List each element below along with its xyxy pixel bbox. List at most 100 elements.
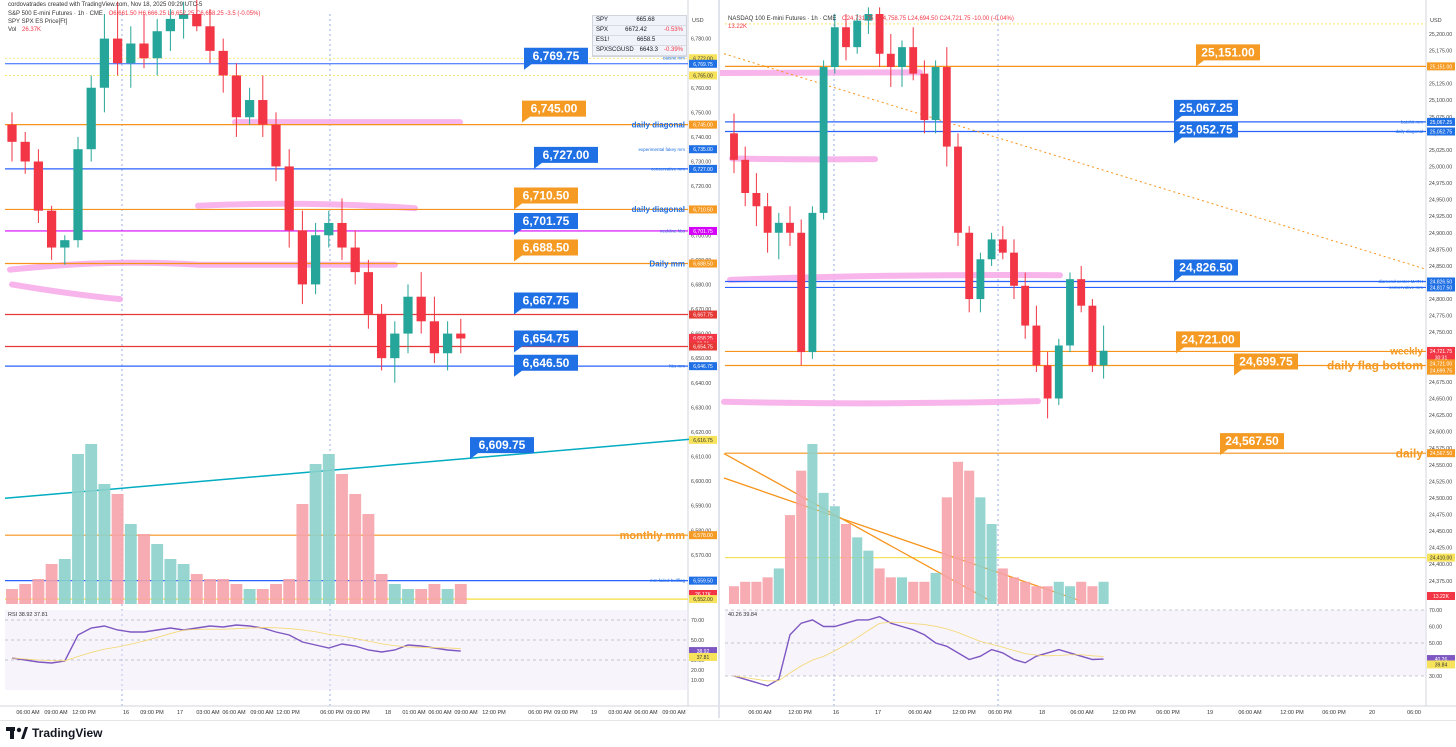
es-symbol[interactable]: S&P 500 E-mini Futures · 1h · CME [8,11,103,17]
price-callout-box [1220,433,1284,456]
nq-symbol[interactable]: NASDAQ 100 E-mini Futures · 1h · CME [728,16,837,22]
y-tick-label: 30.00 [1429,674,1442,680]
price-callout[interactable]: 6,609.75 [470,437,534,460]
candle-body [99,38,110,88]
axis-price-badge [689,333,717,342]
price-callout[interactable]: 24,699.75 [1234,353,1298,376]
volume-bar [975,497,986,604]
price-callout[interactable]: 24,567.50 [1220,433,1284,456]
chart-credit: cordovatrades created with TradingView.c… [8,2,203,8]
pane-separator[interactable] [718,0,720,718]
price-callout[interactable]: 6,667.75 [514,292,578,315]
y-tick-label: 70.00 [1429,608,1442,614]
tradingview-logo[interactable]: TradingView [6,726,102,740]
watchlist-row[interactable]: SPY 665.68 [593,16,686,26]
volume-bar [428,584,441,604]
x-tick-label: 09:00 PM [140,710,164,716]
level-note: daily [1396,446,1424,460]
candle-body [165,18,176,32]
candle-body [864,14,873,21]
volume-bar [19,584,32,604]
x-tick-label: 12:00 PM [1112,710,1136,716]
axis-price-badge [1427,117,1455,126]
axis-price-badge [1427,346,1455,355]
right-chart-pane[interactable]: 25,200.0025,175.0025,150.0025,125.0025,1… [720,0,1456,718]
candle-body [1088,305,1097,366]
price-callout-text: 24,567.50 [1225,434,1279,448]
candle-body [297,230,308,285]
y-tick-label: 25,025.00 [1429,148,1452,154]
x-tick-label: 01:00 AM [402,710,426,716]
axis-price-badge-text: 24,721.75 [1430,349,1452,355]
candle-body [403,296,413,334]
price-callout[interactable]: 24,826.50 [1174,259,1238,282]
nq-chart-svg[interactable]: 25,200.0025,175.0025,150.0025,125.0025,1… [720,0,1456,718]
axis-price-badge [689,531,717,540]
es-legend-volume[interactable]: Vol 26.37K [8,27,41,33]
watchlist-symbol: SPX [596,27,609,33]
price-callout[interactable]: 6,688.50 [514,239,578,262]
volume-bar [908,581,919,604]
y-tick-label: 10.00 [691,678,704,684]
watchlist-last: 665.68 [636,17,655,23]
level-note: experimental fakey mm [638,147,685,152]
candle-body [112,38,123,64]
candle-body [139,43,149,59]
price-callout[interactable]: 6,769.75 [524,47,588,70]
axis-price-badge [689,54,717,63]
candle-body [741,159,750,193]
price-callout[interactable]: 24,721.00 [1176,331,1240,354]
price-callout[interactable]: 6,727.00 [534,146,598,169]
es-legend-indicator[interactable]: SPY SPX ES Price[Ft] [8,19,68,25]
left-chart-pane[interactable]: 6,780.006,770.006,760.006,750.006,740.00… [0,0,718,718]
volume-bar [415,589,428,604]
price-callout[interactable]: 6,745.00 [522,100,586,123]
volume-bar [441,589,454,604]
volume-bar [362,514,375,604]
watchlist-row[interactable]: SPXSCGUSD 6643.3 -0.39% [593,46,686,56]
nq-legend-volume[interactable]: 13.22K [728,24,748,30]
x-tick-label: 19 [591,710,597,716]
axis-price-badge [689,205,717,214]
y-tick-label: 50.00 [1429,641,1442,647]
watchlist-table[interactable]: SPY 665.68 SPX 6672.42 -0.53% ES1! 6658.5 SPXSC… [592,15,687,57]
axis-price-badge [689,342,717,351]
price-callout-box [1196,44,1260,67]
candle-body [954,146,962,233]
price-callout[interactable]: 6,701.75 [514,212,578,235]
candle-body [853,20,862,48]
trend-line [4,438,691,500]
y-tick-label: 6,620.00 [691,430,711,436]
volume-bar [919,581,930,604]
y-tick-label: 24,400.00 [1429,562,1452,568]
volume-value: 26.37K [22,27,42,33]
volume-bar [1076,581,1087,604]
volume-bar [796,470,807,604]
price-callout[interactable]: 6,646.50 [514,354,578,377]
price-callout[interactable]: 6,710.50 [514,187,578,210]
watchlist-change: -0.53% [663,27,683,33]
tradingview-brand: TradingView [32,726,103,740]
y-tick-label: 25,175.00 [1429,48,1452,54]
price-callout[interactable]: 25,052.75 [1174,121,1238,144]
x-tick-label: 06:00 [1407,710,1421,716]
y-tick-label: 60.00 [1429,625,1442,631]
price-callout[interactable]: 25,151.00 [1196,44,1260,67]
candle-body [46,210,57,248]
axis-price-badge-text: 6,710.50 [693,207,713,213]
highlighter-stroke [195,200,418,212]
x-tick-label: 06:00 PM [1156,710,1180,716]
watchlist-row[interactable]: SPX 6672.42 -0.53% [593,26,686,36]
es-chart-svg[interactable]: 6,780.006,770.006,760.006,750.006,740.00… [0,0,718,718]
price-callout[interactable]: 6,654.75 [514,330,578,353]
volume-bar [111,494,124,604]
watchlist-symbol: SPXSCGUSD [596,47,634,53]
price-callout-box [470,437,534,460]
footer-bar: TradingView [0,720,1456,747]
price-callout-box [1174,121,1238,144]
watchlist-row[interactable]: ES1! 6658.5 [593,36,686,46]
volume-bar [124,524,137,604]
y-tick-label: 24,925.00 [1429,214,1452,220]
price-callout[interactable]: 25,067.25 [1174,99,1238,122]
axis-price-badge [1427,353,1455,362]
